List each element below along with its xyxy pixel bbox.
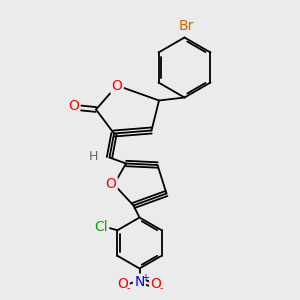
Text: O: O: [151, 278, 161, 291]
Text: +: +: [141, 273, 149, 284]
Text: N: N: [134, 275, 145, 289]
Text: O: O: [68, 100, 79, 113]
Text: -: -: [127, 283, 130, 293]
Text: H: H: [88, 149, 98, 163]
Text: -: -: [160, 283, 163, 293]
Text: O: O: [106, 178, 116, 191]
Text: O: O: [118, 278, 128, 291]
Text: Cl: Cl: [94, 220, 108, 234]
Text: Br: Br: [178, 19, 194, 32]
Text: O: O: [112, 79, 122, 92]
